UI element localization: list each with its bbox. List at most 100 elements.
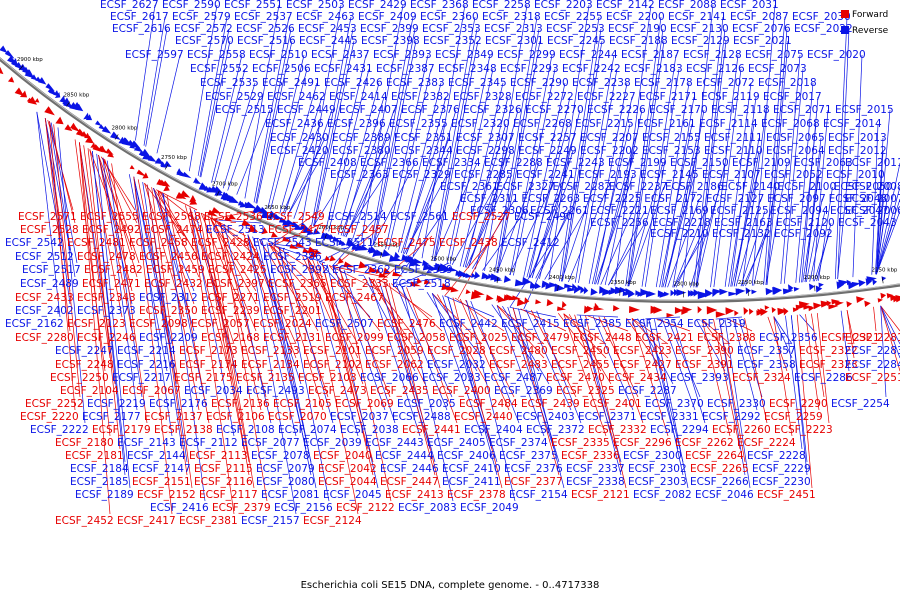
gene-mark	[194, 179, 202, 184]
gene-label: ECSF_2079	[256, 463, 315, 475]
gene-label: ECSF_2570	[175, 35, 234, 47]
connector-line	[738, 318, 763, 398]
gene-label: ECSF_2225	[583, 193, 642, 205]
gene-label: ECSF_2177	[82, 411, 141, 423]
gene-mark	[189, 197, 198, 205]
gene-label: ECSF_2442	[439, 318, 498, 330]
connector-line	[293, 109, 333, 219]
connector-line	[57, 127, 86, 424]
connector-line	[512, 307, 560, 476]
gene-label: ECSF_2337	[566, 463, 625, 475]
connector-line	[49, 121, 76, 278]
connector-line	[133, 176, 173, 437]
gene-label: ECSF_2382	[391, 91, 450, 103]
connector-line	[561, 162, 602, 282]
gene-label: ECSF_2239	[201, 305, 260, 317]
connector-line	[345, 137, 388, 238]
gene-label: ECSF_2110	[704, 145, 763, 157]
gene-label: ECSF_2048	[829, 193, 888, 205]
connector-line	[467, 137, 512, 269]
gene-label: ECSF_2368	[410, 0, 469, 11]
gene-label: ECSF_2459	[146, 264, 205, 276]
gene-label: ECSF_2519	[263, 292, 322, 304]
gene-label: ECSF_2077	[241, 437, 300, 449]
gene-label: ECSF_2087	[730, 11, 789, 23]
connector-line	[307, 257, 359, 515]
connector-line	[765, 28, 788, 285]
tick-label: 2800 kbp	[111, 125, 137, 131]
connector-line	[806, 198, 823, 282]
gene-label: ECSF_2568	[142, 211, 201, 223]
connector-line	[597, 150, 636, 285]
gene-mark	[613, 305, 620, 312]
connector-line	[656, 318, 691, 332]
gene-label: ECSF_2386	[263, 251, 322, 263]
gene-label: ECSF_2266	[690, 476, 749, 488]
connector-line	[208, 216, 255, 489]
connector-line	[644, 68, 680, 287]
gene-label: ECSF_2408	[298, 157, 357, 169]
gene-label: ECSF_2243	[546, 157, 605, 169]
gene-mark	[734, 310, 739, 316]
connector-line	[388, 282, 441, 489]
gene-label: ECSF_2443	[365, 437, 424, 449]
gene-label: ECSF_2327	[496, 181, 555, 193]
gene-label: ECSF_2389	[332, 132, 391, 144]
connector-line	[214, 219, 262, 411]
gene-label: ECSF_2248	[55, 359, 114, 371]
gene-label: ECSF_2137	[144, 411, 203, 423]
gene-mark	[147, 155, 157, 163]
gene-label: ECSF_2474	[144, 224, 203, 236]
gene-label: ECSF_2247	[55, 345, 114, 357]
gene-mark	[712, 288, 723, 295]
gene-mark	[309, 250, 318, 259]
tick-label: 2750 kbp	[161, 155, 187, 161]
gene-label: ECSF_2343	[77, 292, 136, 304]
gene-mark	[282, 236, 293, 243]
connector-line	[529, 174, 572, 278]
gene-label: ECSF_2528	[20, 224, 79, 236]
gene-label: ECSF_2433	[15, 292, 74, 304]
gene-label: ECSF_2039	[303, 437, 362, 449]
connector-line	[798, 123, 817, 283]
gene-label: ECSF_2320	[451, 118, 510, 130]
gene-label: ECSF_2136	[211, 398, 270, 410]
tick-label: 2650 kbp	[264, 205, 290, 211]
connector-line	[213, 68, 246, 185]
gene-mark	[687, 289, 693, 297]
gene-label: ECSF_2080	[256, 476, 315, 488]
connector-line	[509, 54, 553, 276]
gene-label: ECSF_2404	[464, 424, 523, 436]
connector-line	[135, 4, 156, 141]
connector-line	[434, 40, 479, 262]
gene-mark	[393, 251, 400, 260]
connector-line	[727, 318, 753, 332]
connector-line	[631, 318, 669, 345]
connector-line	[104, 158, 140, 264]
gene-label: ECSF_2209	[139, 332, 198, 344]
gene-label: ECSF_2052	[764, 169, 823, 181]
gene-label: ECSF_2371	[578, 411, 637, 423]
gene-label: ECSF_2387	[376, 63, 435, 75]
gene-label: ECSF_2200	[606, 11, 665, 23]
connector-line	[102, 157, 138, 411]
gene-mark	[162, 180, 171, 187]
gene-label: ECSF_2515	[215, 104, 274, 116]
gene-mark	[306, 228, 314, 236]
gene-label: ECSF_2338	[566, 476, 625, 488]
gene-mark	[368, 266, 379, 273]
gene-label: ECSF_2135	[236, 372, 295, 384]
connector-line	[513, 68, 556, 276]
connector-line	[470, 300, 520, 424]
gene-label: ECSF_2050	[834, 181, 893, 193]
gene-mark	[673, 289, 679, 296]
gene-label: ECSF_2257	[518, 132, 577, 144]
gene-label: ECSF_2455	[551, 359, 610, 371]
gene-label: ECSF_2104	[60, 385, 119, 397]
gene-label: ECSF_2299	[497, 49, 556, 61]
gene-mark	[749, 308, 754, 315]
connector-line	[96, 153, 131, 489]
connector-line	[531, 150, 574, 279]
gene-mark	[392, 271, 403, 277]
gene-mark	[358, 261, 368, 269]
